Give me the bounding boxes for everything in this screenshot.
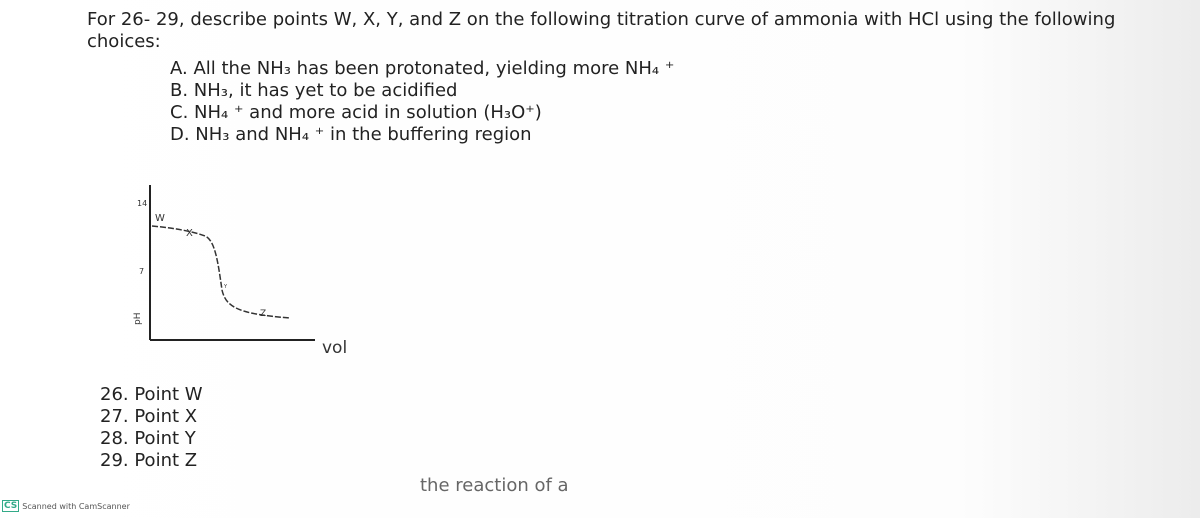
point-label: X xyxy=(186,228,193,239)
logo: CS xyxy=(2,500,20,512)
titration-sketch: 14 7 pH W X Y Z vol xyxy=(133,185,347,358)
cutoff-text: the reaction of a xyxy=(420,475,569,496)
instructions: For 26- 29, describe points W, X, Y, and… xyxy=(87,9,1116,52)
y-tick: 14 xyxy=(137,199,147,208)
question: 27. Point X xyxy=(100,406,198,427)
y-tick: 7 xyxy=(139,267,144,276)
x-axis-label: vol xyxy=(322,338,347,358)
y-axis-label: pH xyxy=(133,313,143,325)
question: 26. Point W xyxy=(100,384,203,405)
choice: D. NH₃ and NH₄ ⁺ in the buffering region xyxy=(170,124,532,145)
point-label: Z xyxy=(260,309,266,319)
point-label: W xyxy=(155,213,165,224)
point-label: Y xyxy=(223,284,228,290)
choice: A. All the NH₃ has been protonated, yiel… xyxy=(170,58,675,79)
choice: C. NH₄ ⁺ and more acid in solution (H₃O⁺… xyxy=(170,102,542,123)
watermark: Scanned with CamScanner xyxy=(22,501,130,511)
question: 29. Point Z xyxy=(100,450,198,471)
footer: CS Scanned with CamScanner xyxy=(2,500,130,512)
questions: 26. Point W 27. Point X 28. Point Y 29. … xyxy=(100,384,203,472)
choices: A. All the NH₃ has been protonated, yiel… xyxy=(170,58,674,146)
curve xyxy=(151,225,291,319)
question: 28. Point Y xyxy=(100,428,196,449)
choice: B. NH₃, it has yet to be acidified xyxy=(170,80,458,101)
